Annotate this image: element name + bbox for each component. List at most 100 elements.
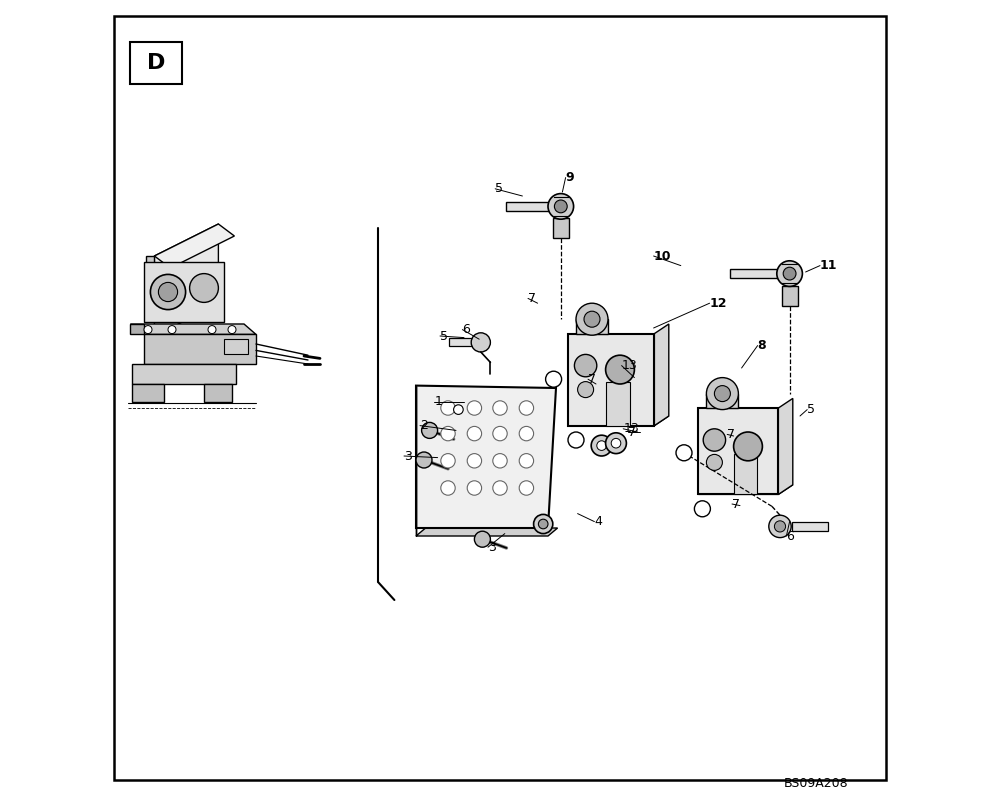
Text: 5: 5 bbox=[807, 403, 815, 416]
Circle shape bbox=[441, 481, 455, 495]
Circle shape bbox=[574, 354, 597, 377]
Circle shape bbox=[584, 311, 600, 327]
Circle shape bbox=[467, 426, 482, 441]
Circle shape bbox=[493, 481, 507, 495]
Text: D: D bbox=[147, 53, 165, 73]
Polygon shape bbox=[144, 334, 256, 364]
Bar bbox=[730, 269, 784, 278]
Text: 13: 13 bbox=[623, 422, 639, 435]
Circle shape bbox=[777, 261, 802, 286]
Text: 7: 7 bbox=[588, 373, 596, 386]
Bar bbox=[734, 454, 757, 494]
Circle shape bbox=[606, 355, 634, 384]
Circle shape bbox=[568, 432, 584, 448]
Bar bbox=[792, 522, 828, 531]
Circle shape bbox=[454, 405, 463, 414]
Bar bbox=[606, 382, 630, 426]
Polygon shape bbox=[568, 416, 669, 426]
Text: 12: 12 bbox=[710, 297, 727, 310]
Circle shape bbox=[783, 267, 796, 280]
Circle shape bbox=[606, 433, 626, 454]
Polygon shape bbox=[654, 324, 669, 426]
Circle shape bbox=[441, 454, 455, 468]
Circle shape bbox=[168, 326, 176, 334]
Text: 13: 13 bbox=[622, 359, 637, 372]
Bar bbox=[706, 394, 738, 408]
Circle shape bbox=[416, 452, 432, 468]
Circle shape bbox=[228, 326, 236, 334]
Circle shape bbox=[150, 274, 186, 310]
Text: BS09A208: BS09A208 bbox=[784, 777, 848, 790]
Text: 11: 11 bbox=[820, 259, 838, 272]
Text: 7: 7 bbox=[628, 426, 636, 438]
Polygon shape bbox=[698, 408, 778, 494]
Circle shape bbox=[467, 454, 482, 468]
Polygon shape bbox=[130, 324, 256, 334]
Circle shape bbox=[548, 194, 574, 219]
Circle shape bbox=[706, 454, 722, 470]
Circle shape bbox=[519, 454, 534, 468]
Circle shape bbox=[208, 326, 216, 334]
Circle shape bbox=[734, 432, 762, 461]
Text: 6: 6 bbox=[786, 530, 794, 542]
Text: 7: 7 bbox=[732, 498, 740, 510]
Circle shape bbox=[190, 274, 218, 302]
Polygon shape bbox=[146, 256, 154, 296]
Circle shape bbox=[676, 445, 692, 461]
Polygon shape bbox=[154, 264, 218, 336]
Polygon shape bbox=[778, 398, 793, 494]
Circle shape bbox=[703, 429, 726, 451]
Bar bbox=[506, 202, 554, 211]
Text: 7: 7 bbox=[727, 428, 735, 441]
Circle shape bbox=[546, 371, 562, 387]
Circle shape bbox=[538, 519, 548, 529]
Text: 2: 2 bbox=[420, 419, 428, 432]
Polygon shape bbox=[154, 224, 234, 268]
Text: 10: 10 bbox=[654, 250, 671, 262]
Circle shape bbox=[441, 426, 455, 441]
Polygon shape bbox=[416, 386, 556, 528]
Circle shape bbox=[706, 378, 738, 410]
Text: 4: 4 bbox=[594, 515, 602, 528]
Polygon shape bbox=[568, 334, 654, 426]
Circle shape bbox=[493, 426, 507, 441]
Circle shape bbox=[519, 426, 534, 441]
Circle shape bbox=[467, 401, 482, 415]
Polygon shape bbox=[130, 324, 144, 334]
Circle shape bbox=[714, 386, 730, 402]
Circle shape bbox=[467, 481, 482, 495]
Polygon shape bbox=[204, 384, 232, 402]
Polygon shape bbox=[553, 218, 569, 238]
Circle shape bbox=[493, 401, 507, 415]
Circle shape bbox=[554, 200, 567, 213]
Circle shape bbox=[519, 481, 534, 495]
Circle shape bbox=[493, 454, 507, 468]
Text: 8: 8 bbox=[758, 339, 766, 352]
Bar bbox=[576, 319, 608, 334]
Polygon shape bbox=[144, 262, 224, 322]
Polygon shape bbox=[154, 224, 218, 296]
Circle shape bbox=[694, 501, 710, 517]
Text: 9: 9 bbox=[566, 171, 574, 184]
Text: 7: 7 bbox=[528, 292, 536, 305]
Circle shape bbox=[534, 514, 553, 534]
Circle shape bbox=[422, 422, 438, 438]
Bar bbox=[130, 42, 182, 84]
Circle shape bbox=[597, 441, 606, 450]
Circle shape bbox=[471, 333, 490, 352]
Circle shape bbox=[576, 303, 608, 335]
Text: 3: 3 bbox=[488, 541, 496, 554]
Circle shape bbox=[441, 401, 455, 415]
Polygon shape bbox=[416, 528, 558, 536]
Circle shape bbox=[769, 515, 791, 538]
Circle shape bbox=[578, 382, 594, 398]
Circle shape bbox=[519, 401, 534, 415]
Circle shape bbox=[474, 531, 490, 547]
Circle shape bbox=[774, 521, 786, 532]
Text: 5: 5 bbox=[440, 330, 448, 342]
Text: 3: 3 bbox=[404, 450, 412, 462]
Circle shape bbox=[591, 435, 612, 456]
Circle shape bbox=[158, 282, 178, 302]
Polygon shape bbox=[132, 384, 164, 402]
Polygon shape bbox=[132, 364, 236, 384]
